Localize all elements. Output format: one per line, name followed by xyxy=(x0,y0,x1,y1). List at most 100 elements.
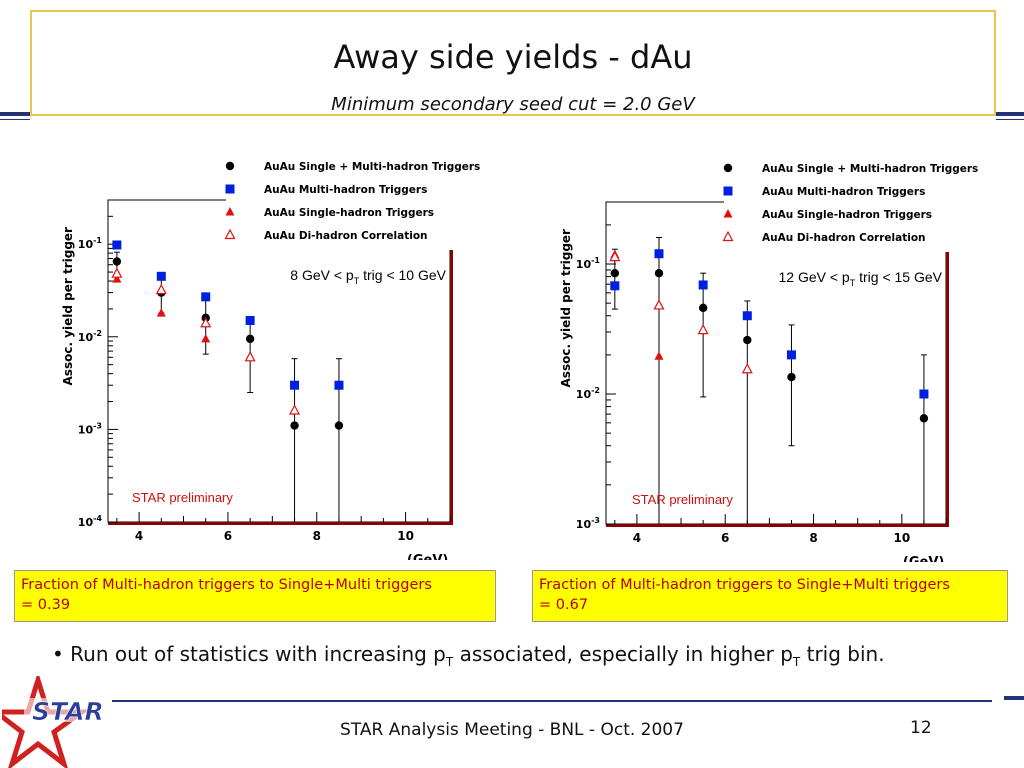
footer-rule-right xyxy=(1004,696,1024,700)
x-axis-label: pT assoc(GeV) xyxy=(856,555,944,562)
star-preliminary-label: STAR preliminary xyxy=(632,492,733,507)
legend-label: AuAu Di-hadron Correlation xyxy=(762,232,926,244)
x-axis-label-unit: (GeV) xyxy=(407,553,448,560)
bullet-suffix: trig bin. xyxy=(800,642,885,666)
trigger-range-label: 12 GeV < pT trig < 15 GeV xyxy=(779,269,943,288)
data-point-circle xyxy=(654,268,664,278)
slide-title: Away side yields - dAu xyxy=(333,38,693,76)
data-point-square xyxy=(156,271,166,281)
y-tick-base: 10 xyxy=(78,238,94,251)
footer-rule xyxy=(112,700,992,702)
data-point-square xyxy=(786,350,796,360)
x-tick-label: 8 xyxy=(809,531,817,545)
y-tick-exponent: -2 xyxy=(93,329,102,338)
data-point-open-triangle xyxy=(155,283,167,295)
data-point-square xyxy=(334,380,344,390)
data-point-triangle xyxy=(654,351,664,360)
data-point-square xyxy=(610,281,620,291)
plot-frame xyxy=(107,199,451,523)
legend-label: AuAu Single + Multi-hadron Triggers xyxy=(264,161,480,173)
y-tick-base: 10 xyxy=(78,331,94,344)
x-axis-label: pT assoc(GeV) xyxy=(360,553,448,560)
data-point-square xyxy=(698,280,708,290)
data-point-open-triangle xyxy=(653,299,665,310)
legend-box xyxy=(226,154,456,250)
y-tick-label: 10-3 xyxy=(576,516,600,531)
data-point-triangle xyxy=(201,333,211,343)
legend-label: AuAu Single-hadron Triggers xyxy=(762,209,932,221)
legend-label: AuAu Di-hadron Correlation xyxy=(264,230,428,242)
title-box: Away side yields - dAu Minimum secondary… xyxy=(30,10,996,116)
header-rule-right xyxy=(996,112,1024,116)
legend-marker-square xyxy=(225,184,235,194)
data-point-circle xyxy=(112,257,122,266)
x-tick-label: 4 xyxy=(135,529,143,543)
data-point-circle xyxy=(698,303,708,313)
data-point-circle xyxy=(334,421,344,430)
y-tick-label: 10-2 xyxy=(576,386,600,401)
legend-marker-circle xyxy=(723,163,733,173)
x-tick-label: 6 xyxy=(224,529,232,543)
caption-left-line2: = 0.39 xyxy=(21,597,71,613)
x-axis-label-main: p xyxy=(856,559,865,562)
caption-right: Fraction of Multi-hadron triggers to Sin… xyxy=(532,570,1008,622)
x-tick-label: 4 xyxy=(633,531,641,545)
data-point-circle xyxy=(245,334,255,344)
y-axis-label: Assoc. yield per trigger xyxy=(559,229,573,388)
y-tick-exponent: -2 xyxy=(591,386,600,395)
data-point-circle xyxy=(743,335,752,345)
header-rule-right-thin xyxy=(996,119,1024,120)
y-tick-base: 10 xyxy=(78,516,94,529)
star-preliminary-label: STAR preliminary xyxy=(132,490,233,505)
footer-text: STAR Analysis Meeting - BNL - Oct. 2007 xyxy=(340,720,684,740)
legend-marker-circle xyxy=(225,161,235,171)
caption-left-line1: Fraction of Multi-hadron triggers to Sin… xyxy=(21,577,432,593)
header-rule-left-thin xyxy=(0,119,30,120)
data-point-open-triangle xyxy=(244,351,256,362)
data-point-square xyxy=(112,240,122,250)
x-axis-label-unit: (GeV) xyxy=(903,555,944,562)
y-axis-label: Assoc. yield per trigger xyxy=(61,227,75,386)
bullet-sub-1: T xyxy=(445,655,454,669)
bullet-sub-2: T xyxy=(792,655,801,669)
y-tick-label: 10-4 xyxy=(78,514,103,529)
caption-left: Fraction of Multi-hadron triggers to Sin… xyxy=(14,570,496,622)
x-axis-label-main: p xyxy=(360,557,369,560)
data-point-square xyxy=(742,311,752,321)
trigger-range-post: trig < 15 GeV xyxy=(855,269,942,285)
data-point-square xyxy=(245,315,255,325)
data-point-circle xyxy=(787,372,796,382)
legend-marker-triangle xyxy=(225,207,235,216)
legend-marker-open-triangle xyxy=(722,230,734,242)
slide-subtitle: Minimum secondary seed cut = 2.0 GeV xyxy=(331,94,695,115)
trigger-range-pre: 8 GeV < p xyxy=(290,267,354,283)
page-number: 12 xyxy=(910,718,932,738)
legend-box xyxy=(724,156,952,252)
caption-right-line1: Fraction of Multi-hadron triggers to Sin… xyxy=(539,577,950,593)
star-logo: STAR xyxy=(2,676,108,768)
caption-right-line2: = 0.67 xyxy=(539,597,589,613)
y-tick-base: 10 xyxy=(78,423,94,436)
y-tick-base: 10 xyxy=(576,388,592,401)
legend-marker-square xyxy=(723,186,733,196)
data-point-open-triangle xyxy=(289,404,301,415)
trigger-range-sub: T xyxy=(354,276,360,286)
y-tick-exponent: -3 xyxy=(93,421,102,430)
data-point-triangle xyxy=(156,308,166,317)
data-point-circle xyxy=(290,421,299,430)
logo-backdrop xyxy=(24,698,108,722)
y-tick-base: 10 xyxy=(576,518,592,531)
trigger-range-pre: 12 GeV < p xyxy=(779,269,850,285)
data-point-triangle xyxy=(112,274,122,283)
legend-label: AuAu Single + Multi-hadron Triggers xyxy=(762,163,978,175)
data-point-square xyxy=(654,249,664,259)
data-point-circle xyxy=(919,414,929,423)
bullet-prefix: • Run out of statistics with increasing … xyxy=(52,642,446,666)
x-tick-label: 10 xyxy=(397,529,414,543)
y-tick-label: 10-3 xyxy=(78,421,102,436)
legend-label: AuAu Multi-hadron Triggers xyxy=(762,186,925,198)
legend-marker-open-triangle xyxy=(224,228,236,240)
legend-label: AuAu Multi-hadron Triggers xyxy=(264,184,427,196)
y-tick-base: 10 xyxy=(576,258,592,271)
